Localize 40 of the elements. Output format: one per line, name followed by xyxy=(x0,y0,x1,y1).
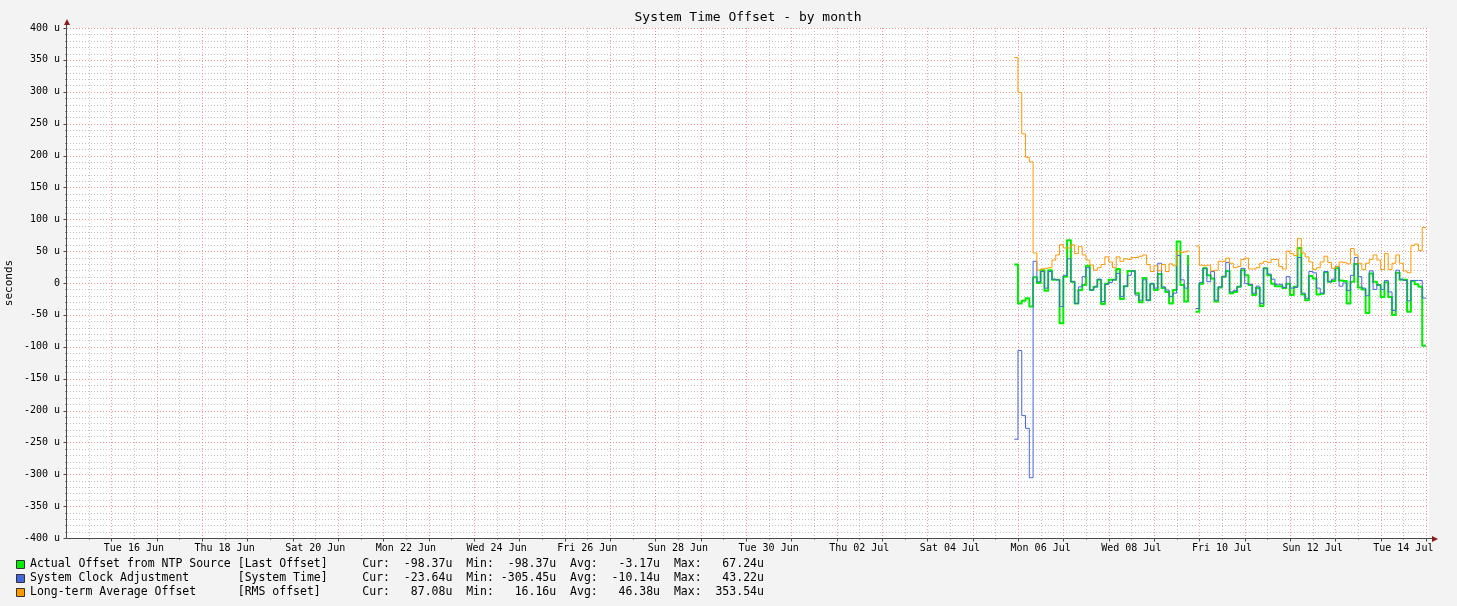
x-tick-label: Fri 10 Jul xyxy=(1191,541,1253,553)
y-axis-title: seconds xyxy=(2,259,16,307)
x-tick-label: Thu 02 Jul xyxy=(829,541,890,553)
y-tick-label: 150 u xyxy=(29,180,60,192)
legend-label: System Clock Adjustment [System Time] xyxy=(30,569,328,584)
y-tick-label: 50 u xyxy=(35,244,60,256)
y-tick-label: 400 u xyxy=(29,21,60,33)
x-tick-label: Thu 18 Jun xyxy=(194,541,255,553)
x-tick-label: Wed 08 Jul xyxy=(1101,541,1162,553)
y-tick-label: 250 u xyxy=(29,117,60,129)
chart-title: System Time Offset - by month xyxy=(634,9,862,25)
x-tick-label: Mon 06 Jul xyxy=(1010,541,1071,553)
x-tick-label: Sun 28 Jun xyxy=(647,541,709,553)
legend-label: Long-term Average Offset [RMS offset] xyxy=(30,583,321,598)
x-tick-label: Sat 20 Jun xyxy=(285,541,346,553)
y-tick-label: -400 u xyxy=(23,531,60,543)
x-tick-label: Sat 04 Jul xyxy=(919,541,981,553)
x-tick-label: Fri 26 Jun xyxy=(557,541,618,553)
y-tick-label: 200 u xyxy=(29,149,60,161)
x-tick-label: Sun 12 Jul xyxy=(1282,541,1343,553)
x-tick-label: Tue 16 Jun xyxy=(103,541,165,553)
y-tick-label: -350 u xyxy=(23,499,60,511)
text: Cur: -98.37u Min: -98.37u Avg: -3.17u Max: 67.24u xyxy=(362,555,764,570)
y-tick-label: -250 u xyxy=(23,435,60,447)
x-tick-label: Tue 14 Jul xyxy=(1373,541,1434,553)
y-tick-label: 0 xyxy=(53,276,60,288)
y-tick-label: 100 u xyxy=(29,212,60,224)
y-tick-label: -50 u xyxy=(29,308,60,320)
y-tick-label: -300 u xyxy=(23,467,60,479)
legend-label: Actual Offset from NTP Source [Last Offset] xyxy=(30,555,328,570)
y-tick-label: 300 u xyxy=(29,85,60,97)
x-tick-label: Wed 24 Jun xyxy=(466,541,527,553)
x-tick-label: Tue 30 Jun xyxy=(738,541,799,553)
y-tick-label: 350 u xyxy=(29,53,60,65)
text: Cur: 87.08u Min: 16.16u Avg: 46.38u Max: 353.54u xyxy=(362,583,764,598)
x-tick-label: Mon 22 Jun xyxy=(375,541,437,553)
text: Cur: -23.64u Min: -305.45u Avg: -10.14u Max: 43.22u xyxy=(362,569,764,584)
y-tick-label: -200 u xyxy=(23,404,60,416)
y-tick-label: -100 u xyxy=(23,340,60,352)
y-tick-label: -150 u xyxy=(23,372,60,384)
